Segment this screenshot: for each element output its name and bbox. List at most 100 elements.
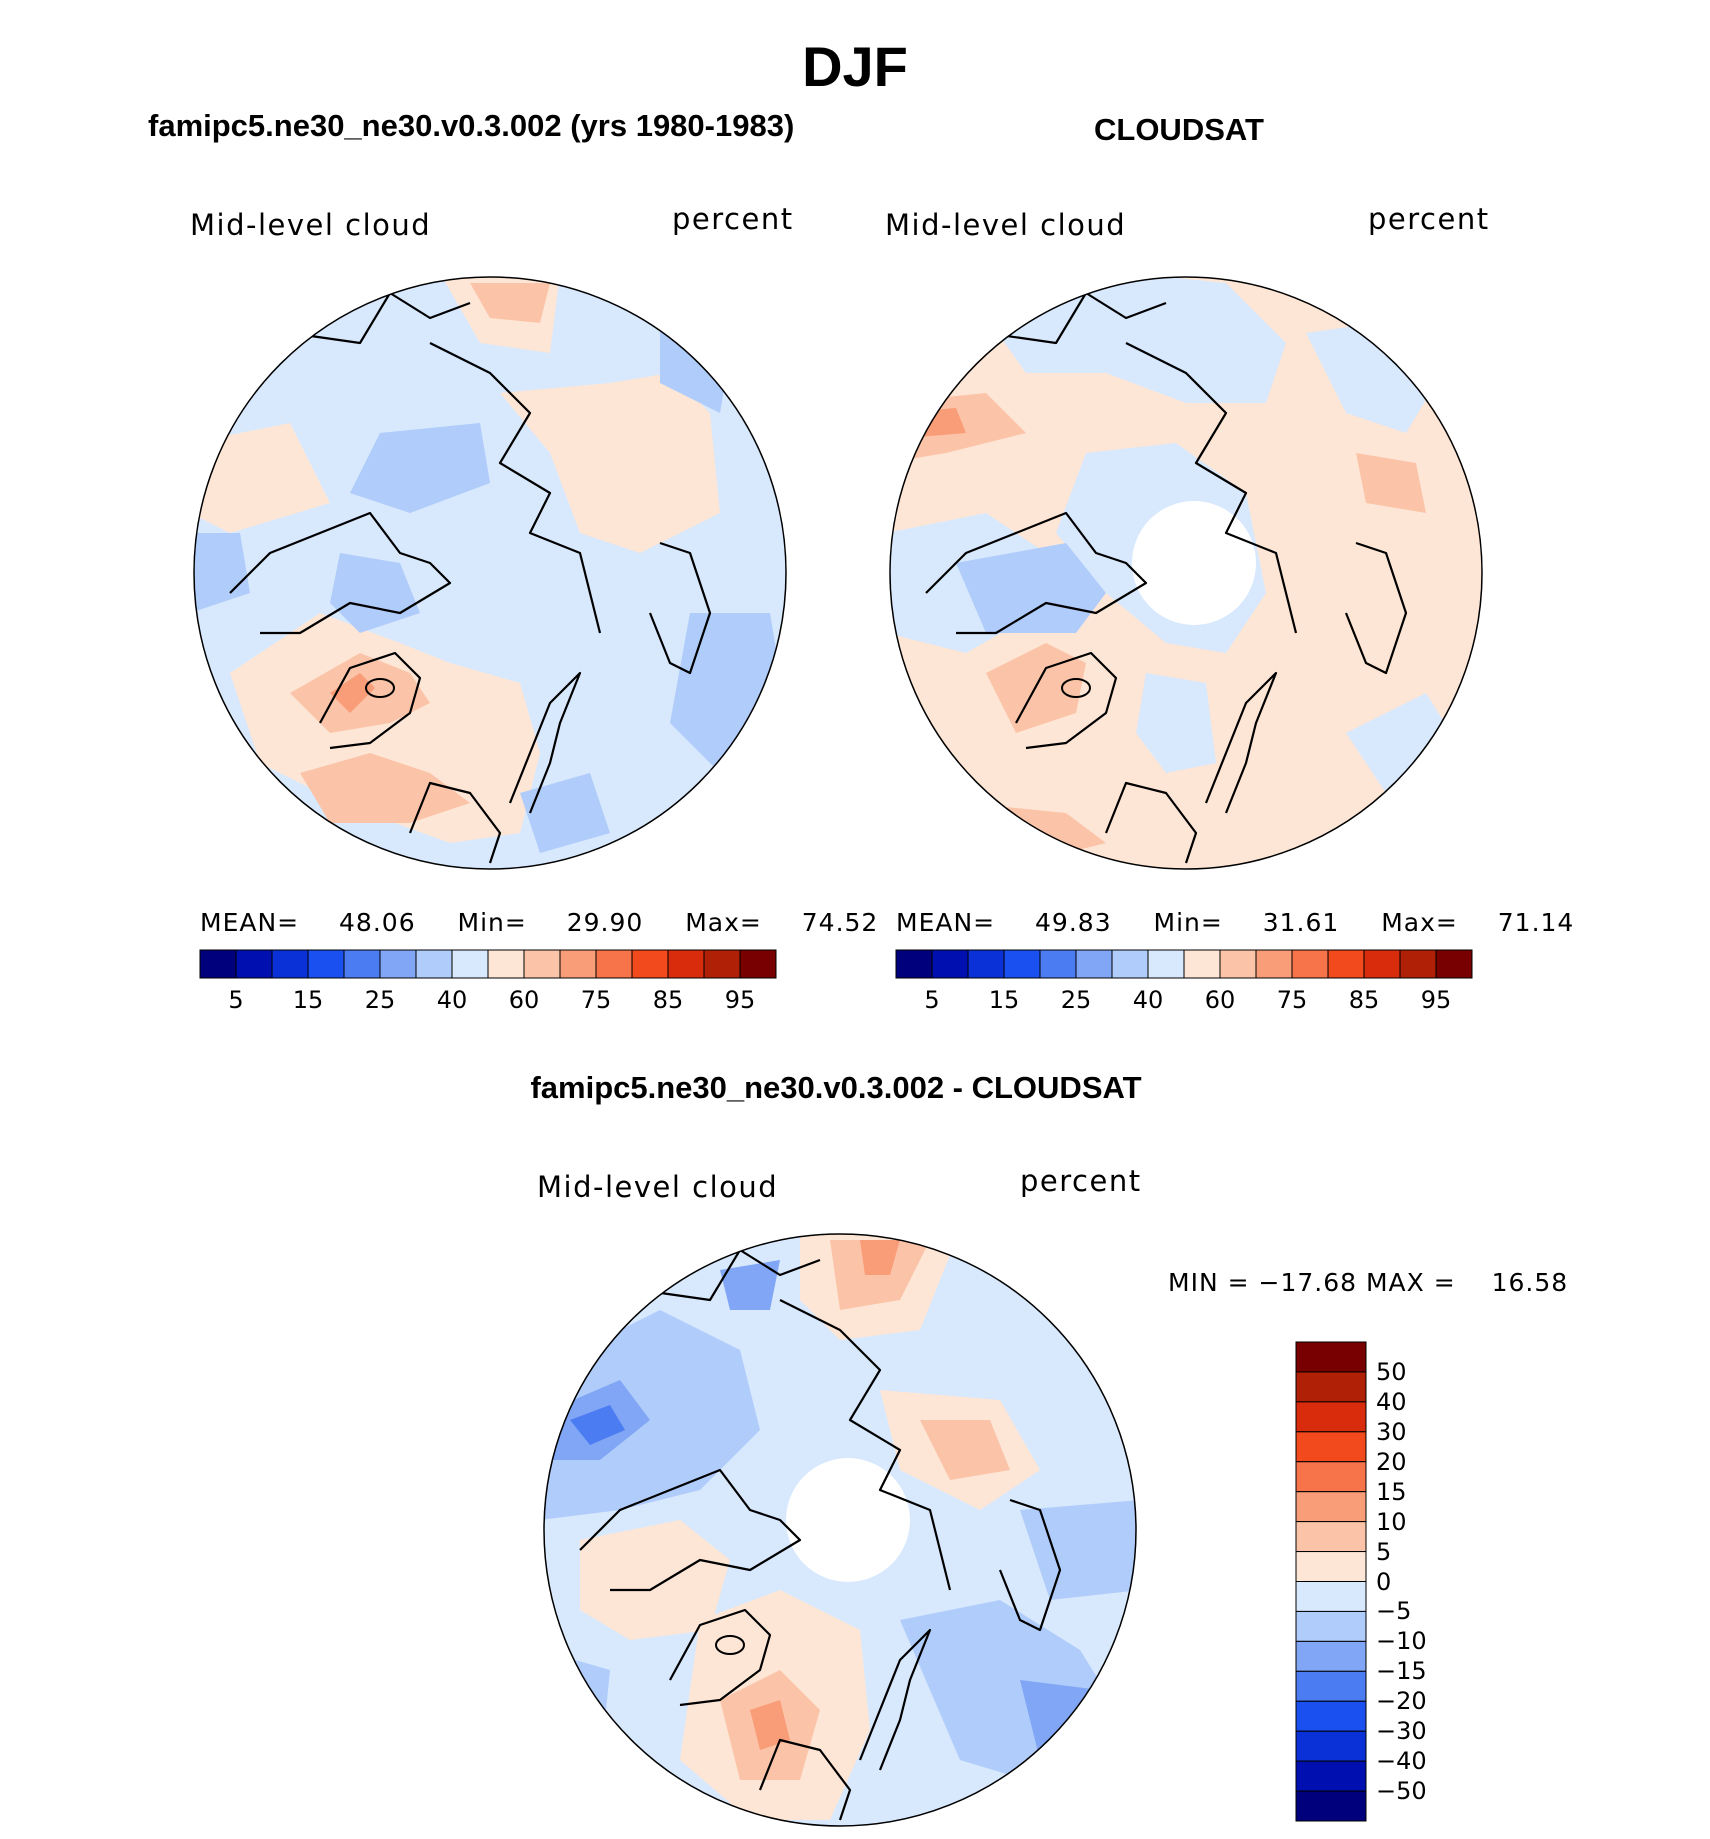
map2-field <box>890 277 1482 869</box>
map1-iceland-outline <box>365 678 395 698</box>
left-min-value: 29.90 <box>566 908 644 937</box>
right-colorbar-box <box>1147 949 1185 979</box>
left-colorbar-tick-label: 95 <box>724 986 756 1014</box>
right-mean-value: 49.83 <box>1035 908 1112 937</box>
left-stats: MEAN= 48.06 Min= 29.90 Max= 74.52 <box>200 908 878 937</box>
left-colorbar-tick-label: 15 <box>292 986 324 1014</box>
map1-contour-9 <box>194 533 250 613</box>
left-colorbar-box <box>271 949 309 979</box>
map3-coastline-4 <box>858 1628 932 1771</box>
map1-field <box>194 277 786 869</box>
diff-colorbar-box <box>1295 1640 1367 1672</box>
left-colorbar-tick-label: 75 <box>580 986 612 1014</box>
diff-max-value: 16.58 <box>1491 1268 1569 1297</box>
page-title: DJF <box>802 35 908 98</box>
left-mean-value: 48.06 <box>339 908 416 937</box>
diff-colorbar-box <box>1295 1551 1367 1582</box>
right-polar-map <box>889 276 1483 870</box>
left-polar-map <box>193 276 787 870</box>
diff-colorbar-box <box>1295 1730 1367 1762</box>
map3-coastline-3 <box>779 1299 952 1591</box>
map2-coastline-1 <box>925 511 1148 635</box>
left-colorbar-tick-label: 5 <box>228 986 244 1014</box>
diff-colorbar-box <box>1295 1581 1367 1612</box>
diff-colorbar-tick-label: 30 <box>1376 1417 1407 1446</box>
right-colorbar-box <box>1003 949 1041 979</box>
right-colorbar-tick-label: 95 <box>1420 986 1452 1014</box>
diff-min-value: −17.68 <box>1258 1268 1358 1297</box>
right-colorbar <box>895 949 1473 979</box>
diff-units-label: percent <box>1020 1164 1142 1198</box>
left-colorbar-box <box>667 949 705 979</box>
map2-missing-data-hole <box>1132 501 1256 625</box>
right-colorbar-tick-label: 60 <box>1204 986 1236 1014</box>
diff-colorbar-box <box>1295 1790 1367 1822</box>
map3-contour-9 <box>580 1520 730 1640</box>
diff-colorbar-tick-label: −50 <box>1376 1777 1427 1806</box>
diff-colorbar-tick-label: 0 <box>1376 1567 1392 1596</box>
left-colorbar-box <box>559 949 597 979</box>
diff-colorbar-box <box>1295 1760 1367 1792</box>
map1-contour-0 <box>194 423 330 533</box>
diff-colorbar-tick-label: 5 <box>1376 1537 1392 1566</box>
diff-colorbar-box <box>1295 1431 1367 1463</box>
left-colorbar-box <box>415 949 453 979</box>
map2-coastline-6 <box>1344 541 1408 675</box>
diff-colorbar-tick-label: 10 <box>1376 1507 1407 1536</box>
right-colorbar-box <box>895 949 933 979</box>
map3-coastline-0 <box>669 1608 772 1707</box>
left-colorbar-box <box>451 949 489 979</box>
left-colorbar-box <box>631 949 669 979</box>
diff-colorbar-box <box>1295 1700 1367 1732</box>
right-colorbar-box <box>1435 949 1473 979</box>
right-colorbar-box <box>1291 949 1329 979</box>
map3-contour-17 <box>544 1690 580 1750</box>
diff-min-label: MIN = <box>1168 1268 1250 1297</box>
diff-max-label: MAX = <box>1365 1268 1456 1297</box>
right-colorbar-box <box>1327 949 1365 979</box>
diff-colorbar-tick-label: −15 <box>1376 1657 1427 1686</box>
map1-coastline-0 <box>319 651 422 750</box>
right-colorbar-box <box>1075 949 1113 979</box>
map3-field <box>544 1234 1136 1826</box>
left-colorbar-box <box>703 949 741 979</box>
map3-coastline-1 <box>579 1468 802 1592</box>
left-colorbar-tick-label: 25 <box>364 986 396 1014</box>
diff-colorbar-tick-label: −30 <box>1376 1717 1427 1746</box>
right-colorbar-tick-label: 25 <box>1060 986 1092 1014</box>
right-colorbar-box <box>1183 949 1221 979</box>
right-min-value: 31.61 <box>1262 908 1340 937</box>
right-max-label: Max= <box>1381 908 1458 937</box>
map1-contour-6 <box>330 673 375 713</box>
map1-contour-2 <box>470 283 550 323</box>
left-variable-label: Mid-level cloud <box>190 208 432 242</box>
map2-boundary <box>889 276 1483 870</box>
left-colorbar <box>199 949 777 979</box>
map3-missing-data-hole <box>786 1458 910 1582</box>
map2-contour-5 <box>1136 673 1216 773</box>
right-colorbar-box <box>1255 949 1293 979</box>
left-colorbar-box <box>379 949 417 979</box>
diff-polar-map <box>543 1233 1137 1827</box>
right-colorbar-box <box>931 949 969 979</box>
diff-colorbar-box <box>1295 1521 1367 1553</box>
left-colorbar-box <box>343 949 381 979</box>
diff-colorbar-box <box>1295 1491 1367 1523</box>
right-colorbar-tick-label: 5 <box>924 986 940 1014</box>
right-max-value: 71.14 <box>1497 908 1575 937</box>
right-colorbar-box <box>1363 949 1401 979</box>
map1-coastline-4 <box>508 671 582 814</box>
diff-colorbar-box <box>1295 1371 1367 1403</box>
map1-coastline-3 <box>429 342 602 634</box>
map3-coastline-6 <box>998 1498 1062 1632</box>
right-stats: MEAN= 49.83 Min= 31.61 Max= 71.14 <box>896 908 1574 937</box>
diff-colorbar <box>1295 1341 1367 1822</box>
left-mean-label: MEAN= <box>200 908 300 937</box>
map3-iceland-outline <box>715 1635 745 1655</box>
map3-contour-12 <box>750 1700 790 1750</box>
left-colorbar-box <box>487 949 525 979</box>
right-colorbar-tick-label: 15 <box>988 986 1020 1014</box>
map3-coastline-5 <box>758 1738 852 1821</box>
diff-colorbar-tick-label: −20 <box>1376 1687 1427 1716</box>
